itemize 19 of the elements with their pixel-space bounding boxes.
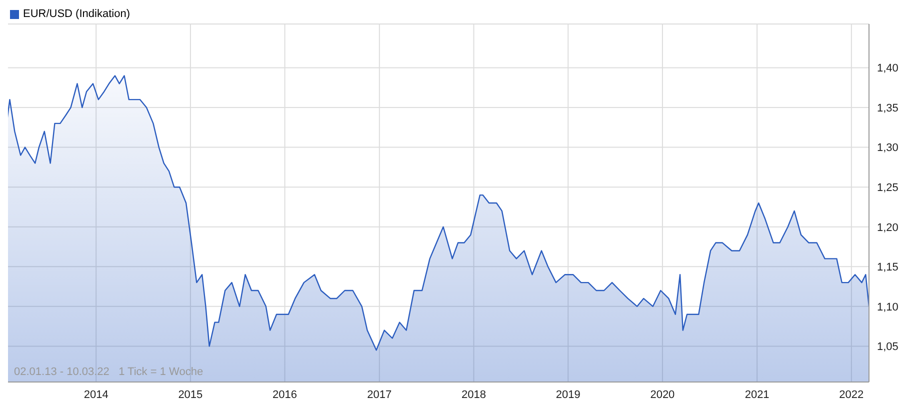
y-tick-label: 1,20	[877, 222, 898, 234]
x-tick-label: 2020	[650, 388, 675, 401]
y-tick-label: 1,15	[877, 262, 898, 274]
y-tick-label: 1,35	[877, 102, 898, 114]
legend-label: EUR/USD (Indikation)	[23, 8, 130, 20]
y-tick-label: 1,05	[877, 341, 898, 354]
x-tick-label: 2015	[178, 388, 203, 401]
x-tick-label: 2022	[839, 388, 864, 401]
x-tick-label: 2014	[84, 388, 108, 401]
x-tick-label: 2017	[367, 388, 392, 401]
y-tick-label: 1,10	[877, 301, 898, 314]
y-tick-label: 1,30	[877, 142, 898, 154]
x-tick-label: 2019	[556, 388, 580, 401]
x-tick-label: 2018	[462, 388, 486, 401]
y-tick-label: 1,40	[877, 62, 898, 75]
y-tick-label: 1,25	[877, 182, 898, 194]
annotation: 02.01.13 - 10.03.22 1 Tick = 1 Woche	[14, 366, 204, 378]
x-tick-label: 2016	[272, 388, 298, 401]
x-tick-label: 2021	[744, 388, 770, 401]
